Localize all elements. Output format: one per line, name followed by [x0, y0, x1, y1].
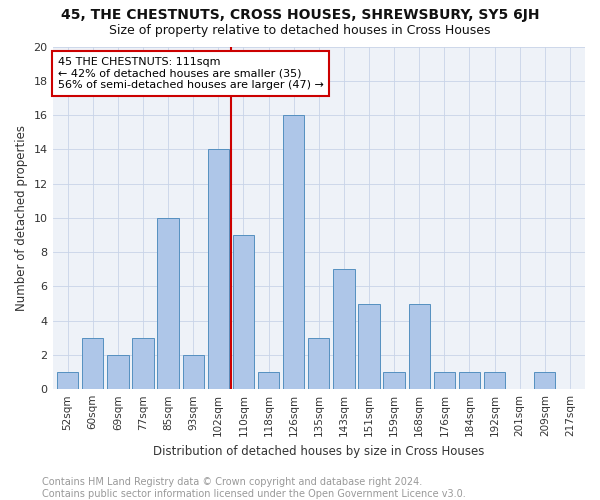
Bar	[434, 372, 455, 389]
Bar	[208, 150, 229, 389]
Text: Contains HM Land Registry data © Crown copyright and database right 2024.
Contai: Contains HM Land Registry data © Crown c…	[42, 478, 466, 499]
Text: 45, THE CHESTNUTS, CROSS HOUSES, SHREWSBURY, SY5 6JH: 45, THE CHESTNUTS, CROSS HOUSES, SHREWSB…	[61, 8, 539, 22]
Bar	[283, 115, 304, 389]
Bar	[107, 355, 128, 389]
Bar	[534, 372, 556, 389]
Bar	[182, 355, 204, 389]
Text: 45 THE CHESTNUTS: 111sqm
← 42% of detached houses are smaller (35)
56% of semi-d: 45 THE CHESTNUTS: 111sqm ← 42% of detach…	[58, 57, 324, 90]
Bar	[333, 269, 355, 389]
X-axis label: Distribution of detached houses by size in Cross Houses: Distribution of detached houses by size …	[153, 444, 484, 458]
Bar	[409, 304, 430, 389]
Bar	[132, 338, 154, 389]
Bar	[484, 372, 505, 389]
Bar	[233, 235, 254, 389]
Bar	[308, 338, 329, 389]
Bar	[82, 338, 103, 389]
Y-axis label: Number of detached properties: Number of detached properties	[15, 125, 28, 311]
Bar	[157, 218, 179, 389]
Bar	[57, 372, 78, 389]
Text: Size of property relative to detached houses in Cross Houses: Size of property relative to detached ho…	[109, 24, 491, 37]
Bar	[358, 304, 380, 389]
Bar	[258, 372, 279, 389]
Bar	[459, 372, 480, 389]
Bar	[383, 372, 405, 389]
